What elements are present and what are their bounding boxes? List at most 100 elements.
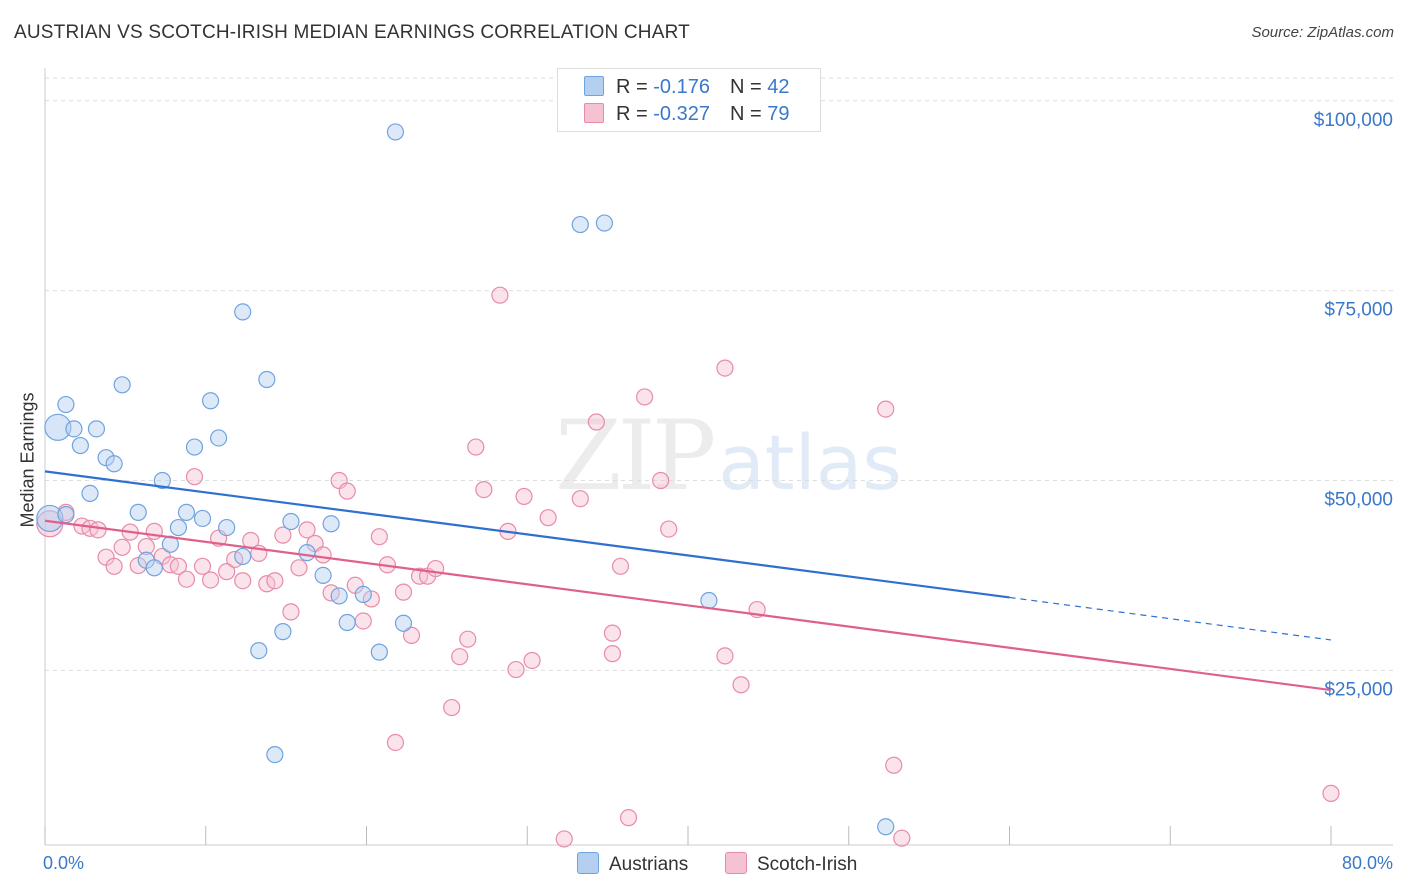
austrians-trend-line-extension bbox=[1009, 596, 1332, 641]
scotch-irish-point bbox=[443, 698, 461, 717]
scotch-irish-point bbox=[314, 546, 332, 564]
scotch-irish-point bbox=[177, 570, 196, 588]
scotch-irish-point bbox=[893, 829, 911, 847]
scotch-irish-point bbox=[354, 612, 372, 630]
y-tick-label: $75,000 bbox=[1324, 300, 1393, 321]
y-axis-label: Median Earnings bbox=[17, 392, 38, 528]
scotch-irish-point bbox=[193, 557, 212, 575]
austrians-point bbox=[298, 544, 316, 562]
source-label: Source: ZipAtlas.com bbox=[1251, 24, 1394, 41]
austrians-point bbox=[169, 518, 188, 537]
chart-title: AUSTRIAN VS SCOTCH-IRISH MEDIAN EARNINGS… bbox=[14, 22, 690, 43]
austrians-point bbox=[700, 591, 718, 610]
austrians-point bbox=[129, 503, 147, 521]
scotch-irish-point bbox=[282, 603, 300, 621]
scotch-irish-point bbox=[201, 571, 220, 589]
legend-r-label: R = bbox=[616, 103, 654, 125]
austrians-legend-label: Austrians bbox=[609, 854, 689, 875]
austrians-point bbox=[57, 506, 75, 524]
scotch-irish-point bbox=[113, 538, 131, 556]
legend-row-scotch-irish: R = -0.327 N = 79 bbox=[584, 103, 789, 126]
scotch-irish-point bbox=[394, 583, 413, 601]
scotch-irish-point bbox=[660, 520, 678, 538]
scotch-irish-point bbox=[218, 563, 236, 581]
scotch-irish-point bbox=[338, 482, 356, 500]
austrians-swatch-icon bbox=[584, 76, 604, 96]
scotch-irish-point bbox=[402, 626, 421, 645]
scotch-irish-point bbox=[587, 413, 605, 431]
legend-n-value: 42 bbox=[767, 76, 790, 98]
austrians-point bbox=[330, 587, 348, 605]
legend-r-label: R = bbox=[616, 76, 654, 98]
legend-r-value: -0.176 bbox=[653, 76, 710, 98]
scotch-irish-trend-line bbox=[44, 519, 1332, 692]
austrians-point bbox=[145, 559, 163, 577]
scotch-irish-point bbox=[603, 645, 622, 663]
scotch-irish-point bbox=[571, 490, 589, 508]
austrians-point bbox=[314, 566, 332, 585]
austrians-point bbox=[354, 585, 372, 603]
legend-row-austrians: R = -0.176 N = 42 bbox=[584, 76, 789, 99]
austrians-point bbox=[210, 429, 228, 447]
scotch-irish-point bbox=[611, 557, 630, 575]
austrians-point bbox=[81, 484, 99, 502]
austrians-point bbox=[571, 215, 589, 234]
scotch-irish-point bbox=[169, 557, 188, 575]
austrians-point bbox=[322, 515, 340, 533]
austrians-point bbox=[193, 509, 212, 528]
scotch-irish-point bbox=[732, 676, 750, 694]
austrians-point bbox=[234, 547, 252, 566]
austrians-point bbox=[105, 455, 123, 473]
scotch-irish-point bbox=[507, 660, 525, 679]
scotch-irish-point bbox=[89, 521, 107, 539]
bottom-legend-scotch-irish: Scotch-Irish bbox=[725, 852, 857, 876]
legend-n-label: N = bbox=[729, 103, 768, 125]
scotch-irish-point bbox=[555, 830, 573, 848]
scotch-irish-point bbox=[619, 809, 638, 827]
scotch-irish-point bbox=[603, 624, 622, 642]
scotch-irish-point bbox=[539, 509, 557, 527]
legend-r-value: -0.327 bbox=[653, 103, 710, 125]
scotch-irish-point bbox=[885, 756, 903, 774]
scotch-irish-point bbox=[491, 286, 509, 304]
y-tick-label: $25,000 bbox=[1324, 679, 1393, 700]
austrians-point bbox=[44, 413, 72, 441]
austrians-point bbox=[36, 504, 64, 533]
austrians-point bbox=[266, 746, 284, 764]
scotch-irish-point bbox=[1322, 784, 1340, 802]
scotch-irish-point bbox=[459, 630, 477, 648]
scotch-irish-point bbox=[635, 388, 654, 406]
scotch-irish-point bbox=[386, 733, 405, 752]
x-tick-label: 0.0% bbox=[43, 853, 84, 873]
austrians-point bbox=[185, 438, 204, 456]
scotch-irish-swatch-icon bbox=[584, 103, 604, 123]
bottom-legend-austrians: Austrians bbox=[577, 852, 688, 876]
scotch-irish-point bbox=[467, 438, 485, 456]
scotch-irish-point bbox=[370, 528, 388, 546]
scotch-irish-point bbox=[274, 526, 292, 544]
austrians-point bbox=[595, 214, 614, 232]
scotch-irish-point bbox=[652, 471, 670, 490]
austrians-point bbox=[177, 503, 196, 521]
austrians-point bbox=[65, 420, 83, 438]
scotch-irish-point bbox=[877, 400, 895, 418]
scotch-irish-point bbox=[475, 480, 493, 499]
legend-n-value: 79 bbox=[767, 103, 790, 125]
scotch-irish-point bbox=[298, 521, 316, 539]
scotch-irish-point bbox=[105, 557, 123, 575]
scotch-irish-point bbox=[290, 559, 308, 577]
austrians-point bbox=[258, 370, 276, 389]
austrians-point bbox=[153, 471, 171, 490]
scotch-irish-point bbox=[451, 648, 469, 666]
scotch-irish-legend-icon bbox=[725, 852, 747, 874]
austrians-point bbox=[71, 436, 89, 455]
austrians-point bbox=[234, 303, 252, 321]
austrians-point bbox=[57, 395, 75, 414]
y-tick-label: $100,000 bbox=[1314, 110, 1393, 131]
watermark-logo: ZIPatlas bbox=[555, 400, 902, 512]
legend-n-label: N = bbox=[729, 76, 768, 98]
stats-legend: R = -0.176 N = 42 R = -0.327 N = 79 bbox=[557, 68, 821, 132]
austrians-point bbox=[218, 518, 236, 537]
austrians-point bbox=[282, 512, 300, 531]
